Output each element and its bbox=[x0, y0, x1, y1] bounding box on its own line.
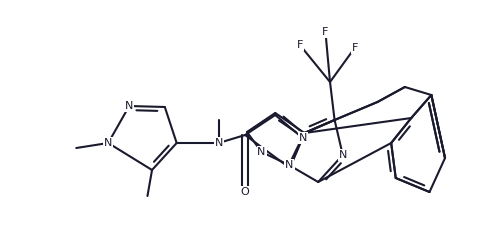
Text: N: N bbox=[257, 147, 266, 157]
Text: F: F bbox=[352, 43, 358, 53]
Text: N: N bbox=[104, 138, 112, 148]
Text: F: F bbox=[297, 40, 303, 50]
Text: N: N bbox=[339, 150, 347, 160]
Text: N: N bbox=[339, 150, 347, 160]
Text: F: F bbox=[322, 27, 329, 37]
Text: N: N bbox=[285, 163, 294, 173]
Text: N: N bbox=[298, 133, 307, 143]
Text: N: N bbox=[285, 160, 293, 170]
Text: N: N bbox=[125, 101, 134, 111]
Text: O: O bbox=[241, 187, 249, 197]
Text: N: N bbox=[214, 138, 223, 148]
